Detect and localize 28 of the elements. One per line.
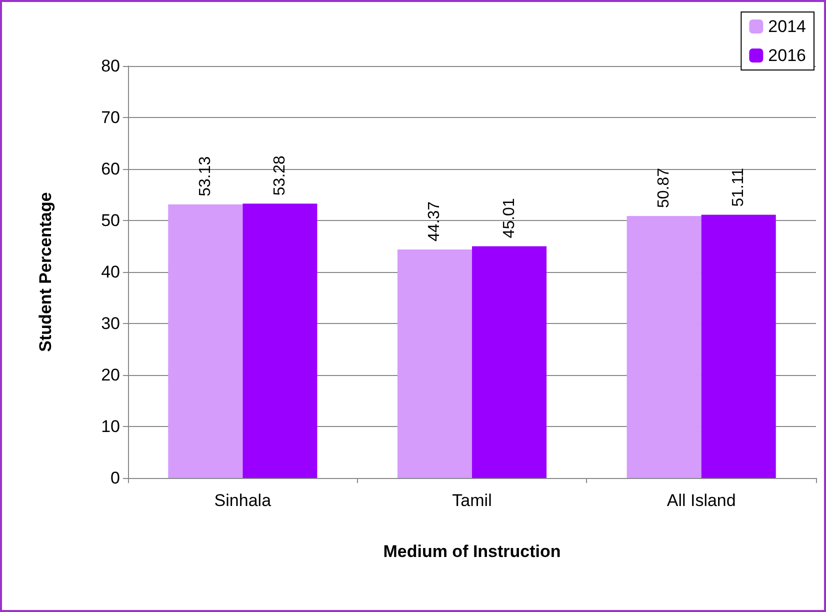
- legend-label: 2014: [768, 17, 806, 36]
- data-label: 45.01: [500, 198, 518, 238]
- data-label: 50.87: [656, 168, 673, 208]
- y-tick-label: 10: [101, 417, 120, 436]
- y-tick-label: 50: [101, 211, 120, 230]
- y-tick-label: 30: [101, 314, 120, 333]
- y-tick-label: 60: [101, 160, 120, 178]
- y-tick-label: 0: [110, 468, 120, 488]
- bar: [397, 249, 472, 478]
- y-axis-title: Student Percentage: [36, 192, 55, 352]
- bar: [168, 204, 243, 478]
- x-tick-label: Tamil: [452, 491, 492, 510]
- legend-label: 2016: [768, 46, 806, 65]
- data-label: 44.37: [426, 201, 444, 242]
- data-label: 53.13: [196, 156, 214, 196]
- bar: [242, 204, 318, 478]
- y-tick-label: 40: [101, 262, 120, 282]
- bar: [472, 246, 547, 478]
- data-label: 53.28: [271, 155, 288, 196]
- x-axis-title: Medium of Instruction: [383, 542, 561, 561]
- bar: [626, 216, 702, 478]
- y-tick-label: 20: [101, 366, 120, 384]
- y-tick-label: 70: [101, 108, 120, 127]
- x-tick-label: Sinhala: [214, 491, 272, 510]
- data-label: 51.11: [730, 168, 748, 207]
- x-tick-label: All Island: [666, 491, 736, 510]
- bar: [701, 214, 776, 478]
- y-tick-label: 80: [101, 56, 120, 76]
